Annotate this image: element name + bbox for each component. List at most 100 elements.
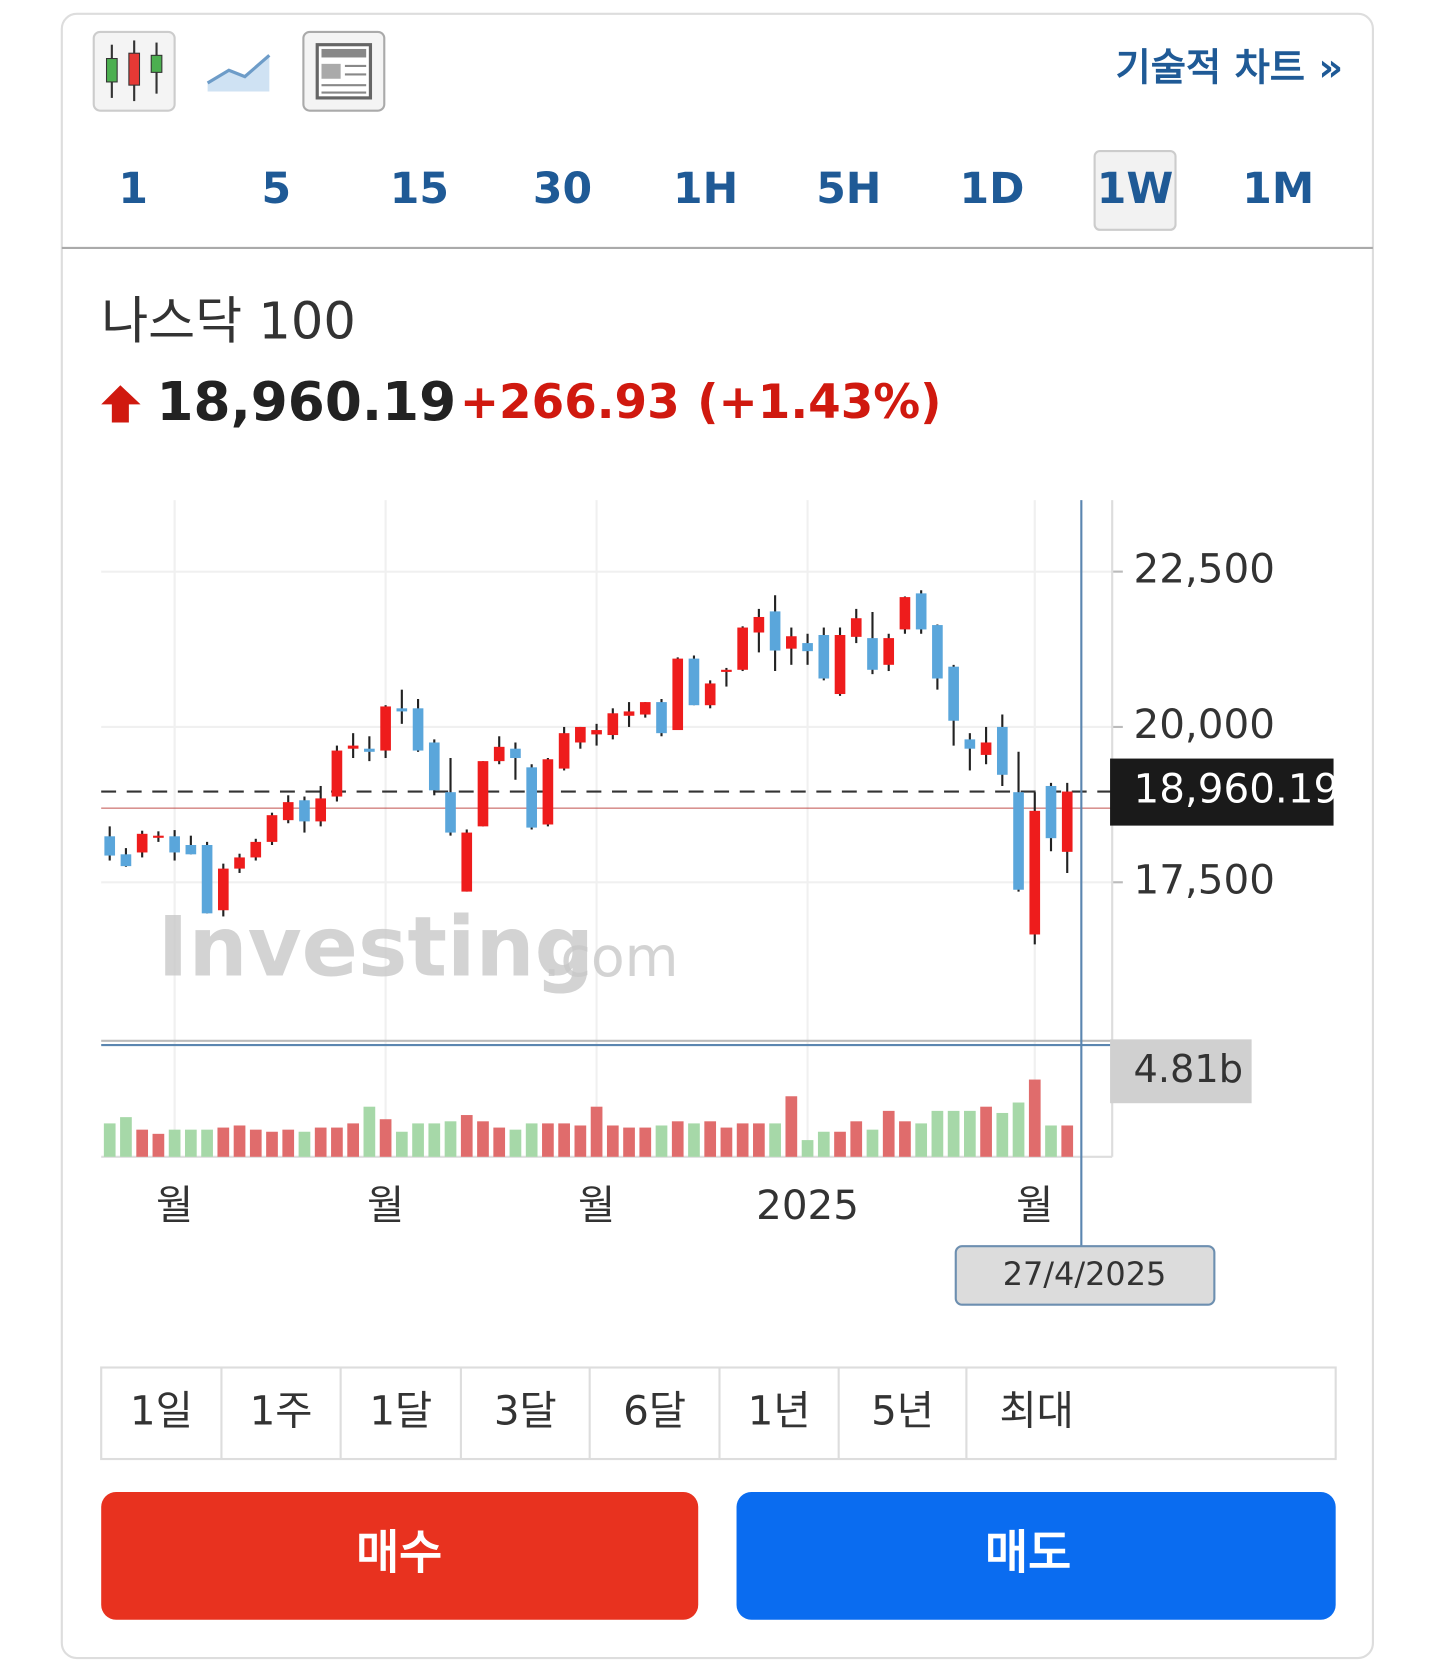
candle-body	[721, 669, 732, 672]
candle-body	[899, 597, 911, 630]
interval-button[interactable]: 1D	[959, 164, 1024, 214]
up-arrow	[101, 385, 141, 423]
candle-body	[542, 759, 554, 825]
price: 18,960.19	[157, 371, 457, 433]
candle-body	[217, 868, 229, 911]
watermark: Investing	[158, 898, 594, 995]
candle-body	[347, 745, 359, 749]
interval-button[interactable]: 15	[390, 164, 449, 214]
candle-body	[153, 835, 164, 838]
candle-body	[883, 638, 895, 665]
volume-bar	[964, 1110, 976, 1157]
sell-button[interactable]: 매도	[736, 1492, 1336, 1620]
chart-type-candle[interactable]	[92, 30, 176, 112]
candle-body	[948, 666, 959, 721]
volume-bar	[850, 1121, 863, 1157]
candle-body	[266, 815, 278, 842]
volume-bar	[347, 1123, 359, 1157]
interval-button[interactable]: 1M	[1242, 164, 1314, 214]
candle-body	[964, 739, 976, 749]
interval-button[interactable]: 1H	[673, 164, 738, 214]
interval-button[interactable]: 1W	[1097, 164, 1174, 214]
volume-bar	[152, 1133, 165, 1157]
volume-bar	[282, 1129, 295, 1157]
volume-bar	[817, 1131, 830, 1157]
candle-body	[1061, 791, 1073, 852]
chart-type-line[interactable]	[206, 54, 271, 92]
range-button[interactable]: 1달	[369, 1386, 432, 1434]
price-label-box	[1110, 758, 1334, 826]
volume-bar	[412, 1123, 424, 1157]
candle-body	[315, 798, 327, 822]
volume-label-box	[1110, 1039, 1252, 1104]
range-button[interactable]: 5년	[871, 1386, 934, 1434]
technical-chart-link[interactable]: 기술적 차트 »	[1116, 46, 1344, 91]
candle-body	[591, 730, 602, 735]
candle-body	[445, 792, 456, 833]
range-button[interactable]: 1일	[130, 1386, 193, 1434]
volume-bar	[931, 1110, 944, 1157]
candle-body	[299, 800, 310, 822]
volume-bar	[1028, 1079, 1041, 1157]
candle-body	[201, 845, 213, 914]
watermark-suffix: .com	[543, 926, 679, 990]
volume-bar	[395, 1131, 408, 1157]
volume-bar	[363, 1106, 376, 1157]
interval-button[interactable]: 5	[261, 164, 291, 214]
candle-body	[331, 750, 343, 797]
y-tick-label: 17,500	[1133, 855, 1274, 903]
candle-body	[737, 627, 748, 670]
volume-bar	[785, 1096, 798, 1157]
volume-bar	[444, 1121, 457, 1157]
candle-body	[672, 658, 684, 731]
volume-bar	[688, 1123, 700, 1157]
candle-body	[1013, 792, 1024, 890]
range-button[interactable]: 1년	[748, 1386, 811, 1434]
candle-body	[104, 836, 116, 856]
volume-bar	[249, 1129, 262, 1157]
candle-body	[786, 636, 797, 649]
candle-body	[867, 638, 878, 670]
buy-button[interactable]: 매수	[101, 1492, 699, 1620]
sell-label: 매도	[985, 1526, 1071, 1580]
volume-bar	[542, 1123, 554, 1157]
chart-type-table[interactable]	[302, 30, 386, 112]
candle-body	[753, 616, 765, 633]
date-label: 27/4/2025	[1003, 1255, 1167, 1293]
range-button[interactable]: 6달	[623, 1386, 686, 1434]
interval-button[interactable]: 1	[118, 164, 148, 214]
range-bar: 1일 1주 1달 3달 6달 1년 5년 최대	[100, 1366, 1337, 1461]
interval-button[interactable]: 30	[533, 164, 592, 214]
range-button[interactable]: 1주	[250, 1386, 313, 1434]
candle-body	[704, 683, 716, 706]
volume-bar	[103, 1123, 116, 1157]
candle-body	[834, 635, 846, 695]
volume-bar	[590, 1106, 603, 1157]
candle-body	[623, 711, 635, 716]
volume-bar	[331, 1127, 343, 1157]
volume-bar	[639, 1127, 652, 1157]
volume-bar	[201, 1129, 213, 1157]
volume-bar	[298, 1131, 311, 1157]
volume-bar	[460, 1115, 473, 1157]
candle-body	[428, 742, 440, 791]
volume-bar	[120, 1117, 132, 1157]
date-label-box	[954, 1245, 1216, 1306]
candle-body	[769, 611, 781, 651]
interval-button[interactable]: 5H	[816, 164, 881, 214]
volume-bar	[233, 1125, 246, 1157]
candle-body	[412, 708, 424, 751]
volume-bar	[314, 1127, 327, 1157]
range-button[interactable]: 3달	[494, 1386, 557, 1434]
volume-bar	[266, 1131, 278, 1157]
candle-body	[234, 857, 245, 869]
range-button[interactable]: 최대	[999, 1386, 1073, 1434]
candle-body	[688, 658, 700, 706]
candle-body	[493, 746, 505, 762]
buy-label: 매수	[356, 1526, 442, 1580]
candle-body	[607, 713, 619, 736]
volume-bar	[655, 1125, 668, 1157]
candle-body	[818, 635, 830, 679]
